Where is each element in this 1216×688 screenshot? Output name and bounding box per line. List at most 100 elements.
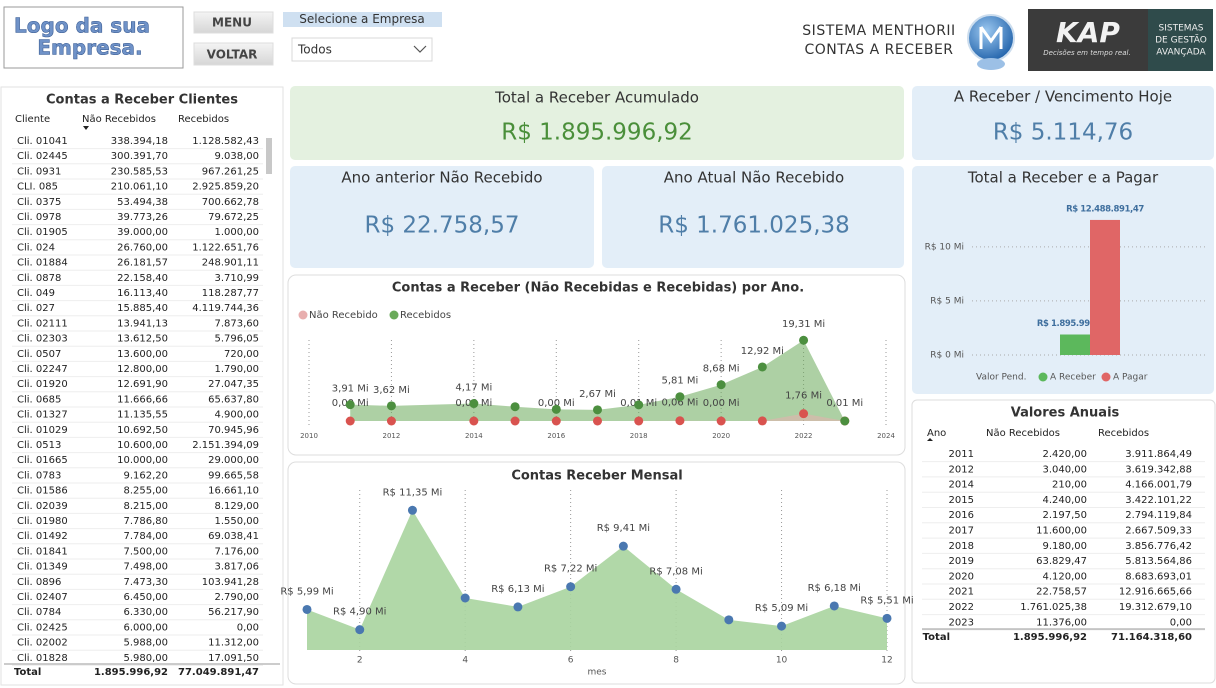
total-cell: 77.049.891,47 [178, 667, 259, 678]
table-cell: 12.691,90 [117, 379, 168, 390]
table-cell: 13.941,13 [117, 318, 168, 329]
total-cell: Total [14, 667, 41, 678]
table-cell: 6.330,00 [123, 607, 168, 618]
kpi-value: R$ 5.114,76 [993, 120, 1133, 146]
filter-label: Selecione a Empresa [299, 12, 425, 26]
total-cell: 1.895.996,92 [1013, 632, 1087, 643]
menu-button[interactable] [193, 11, 274, 34]
legend-swatch [1038, 372, 1048, 382]
table-cell: Cli. 049 [17, 288, 55, 299]
table-cell: Cli. 01665 [17, 455, 68, 466]
table-cell: 2.420,00 [1042, 449, 1087, 460]
chart-title: Contas Receber Mensal [511, 469, 682, 484]
chart-title: Total a Receber e a Pagar [967, 169, 1159, 187]
data-point [757, 362, 767, 372]
table-cell: 248.901,11 [202, 258, 259, 269]
column-header: Recebidos [1098, 428, 1149, 439]
table-cell: 27.047,35 [208, 379, 259, 390]
table-cell: Cli. 01841 [17, 546, 68, 557]
table-cell: 2022 [949, 602, 974, 613]
table-cell: Cli. 01029 [17, 425, 68, 436]
data-point [799, 409, 809, 419]
table-cell: 300.391,70 [111, 151, 168, 162]
kap-side-text: SISTEMAS [1159, 24, 1204, 34]
kpi-value: R$ 1.895.996,92 [501, 120, 693, 146]
table-cell: 8.255,00 [123, 486, 168, 497]
kap-brand: KAP [1056, 16, 1120, 49]
x-tick-label: 2016 [547, 432, 565, 440]
table-cell: 6.000,00 [123, 622, 168, 633]
kap-side [1148, 9, 1213, 71]
table-cell: 7.473,30 [123, 577, 168, 588]
table-cell: 39.000,00 [117, 227, 168, 238]
data-point [799, 335, 809, 345]
data-point [513, 602, 523, 612]
back-button[interactable] [193, 42, 274, 66]
table-cell: Cli. 02039 [17, 501, 68, 512]
dropdown-value[interactable]: Todos [297, 43, 332, 57]
table-cell: Cli. 01041 [17, 136, 68, 147]
table-cell: 2023 [949, 617, 974, 628]
table-cell: Cli. 01349 [17, 562, 68, 573]
column-header: Cliente [15, 114, 50, 125]
table-cell: 1.550,00 [214, 516, 259, 527]
table-cell: Cli. 0507 [17, 349, 61, 360]
table-cell: 16.113,40 [117, 288, 168, 299]
table-cell: 5.813.564,86 [1125, 556, 1192, 567]
table-cell: 4.119.744,36 [192, 303, 259, 314]
data-point [882, 613, 892, 623]
scrollbar[interactable] [266, 138, 272, 174]
data-point [593, 405, 602, 415]
table-cell: Cli. 02445 [17, 151, 68, 162]
back-label[interactable]: VOLTAR [207, 48, 258, 62]
system-title: SISTEMA MENTHORII [802, 23, 955, 39]
data-point [618, 541, 628, 551]
legend-label: A Pagar [1113, 373, 1148, 383]
data-label: 19,31 Mi [782, 319, 825, 330]
table-cell: 13.600,00 [117, 349, 168, 360]
table-cell: 9.162,20 [123, 470, 168, 481]
table-cell: 11.312,00 [208, 638, 259, 649]
table-cell: CLI. 085 [17, 182, 58, 193]
data-point [469, 399, 479, 409]
data-label: R$ 1.895.996,92 [1037, 319, 1110, 329]
table-cell: 103.941,28 [202, 577, 259, 588]
chart-title: Contas a Receber (Não Recebidas e Recebi… [392, 281, 804, 296]
data-point [345, 400, 355, 410]
table-cell: 1.761.025,38 [1020, 602, 1087, 613]
menu-label[interactable]: MENU [212, 16, 252, 30]
data-point [386, 416, 396, 426]
column-header: Não Recebidos [82, 114, 156, 125]
data-label: R$ 6,18 Mi [808, 583, 861, 594]
kpi-title: A Receber / Vencimento Hoje [954, 88, 1172, 106]
dropdown-chevron[interactable] [413, 45, 427, 53]
data-point [675, 416, 685, 426]
table-cell: 338.394,18 [111, 136, 168, 147]
table-cell: 8.129,00 [214, 501, 259, 512]
legend-label: Não Recebido [309, 310, 378, 321]
legend-title: Valor Pend. [976, 373, 1026, 383]
data-point [634, 400, 644, 410]
bar [1060, 334, 1090, 355]
table-cell: 39.773,26 [117, 212, 168, 223]
data-label: R$ 9,41 Mi [597, 523, 650, 534]
company-dropdown[interactable] [291, 37, 433, 62]
system-subtitle: CONTAS A RECEBER [804, 42, 953, 58]
data-label: R$ 5,99 Mi [280, 586, 333, 597]
table-cell: Cli. 02111 [17, 318, 68, 329]
data-point [510, 416, 520, 426]
x-tick-label: 2 [357, 656, 363, 666]
logo-text: Empresa. [37, 36, 142, 60]
table-cell: 2016 [949, 510, 974, 521]
area [350, 340, 845, 421]
table-cell: 2021 [949, 587, 974, 598]
table-cell: 22.158,40 [117, 273, 168, 284]
table-cell: 11.666,66 [117, 394, 168, 405]
data-point [777, 621, 787, 631]
table-cell: Cli. 01884 [17, 258, 68, 269]
table-cell: 3.040,00 [1042, 464, 1087, 475]
table-cell: 7.176,00 [214, 546, 259, 557]
data-label: 3,62 Mi [373, 385, 410, 396]
table-cell: Cli. 024 [17, 242, 55, 253]
table-cell: 3.619.342,88 [1125, 464, 1192, 475]
